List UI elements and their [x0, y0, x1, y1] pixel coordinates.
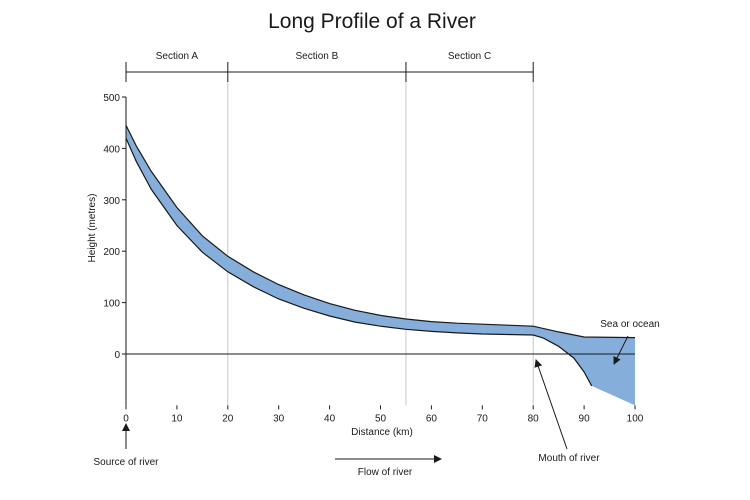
section-label: Section B [295, 51, 338, 62]
sea-arrow [613, 335, 629, 365]
section-label: Section C [448, 51, 491, 62]
x-tick-label: 0 [123, 413, 129, 424]
x-axis-label: Distance (km) [351, 427, 413, 438]
flow-label: Flow of river [358, 467, 413, 478]
x-tick-label: 50 [375, 413, 387, 424]
axes: 0 100 200 300 400 500 0 10 20 30 40 50 60 70 80 90 100 [103, 93, 643, 424]
source-label: Source of river [93, 457, 159, 468]
water-surface-line [125, 125, 636, 339]
x-tick-label: 60 [426, 413, 438, 424]
river-channel [125, 125, 636, 406]
x-tick-label: 30 [273, 413, 285, 424]
river-bed-line [125, 137, 593, 387]
y-axis-label: Height (metres) [87, 194, 98, 263]
x-tick-label: 20 [222, 413, 234, 424]
y-tick-label: 100 [103, 299, 120, 310]
section-label: Section A [156, 51, 199, 62]
y-tick-label: 0 [114, 350, 120, 361]
y-tick-label: 300 [103, 196, 120, 207]
x-tick-label: 90 [579, 413, 591, 424]
x-tick-label: 10 [171, 413, 183, 424]
x-tick-label: 70 [477, 413, 489, 424]
x-tick-label: 100 [627, 413, 644, 424]
sea-label: Sea or ocean [600, 319, 660, 330]
x-tick-label: 40 [324, 413, 336, 424]
mouth-label: Mouth of river [538, 453, 600, 464]
x-tick-label: 80 [528, 413, 540, 424]
y-tick-label: 200 [103, 247, 120, 258]
water-fill [126, 125, 635, 406]
y-tick-label: 400 [103, 144, 120, 155]
mouth-arrow [534, 359, 568, 450]
section-gridlines [227, 82, 534, 406]
section-bar: Section A Section B Section C [125, 51, 534, 82]
chart-title: Long Profile of a River [268, 10, 476, 33]
y-tick-label: 500 [103, 93, 120, 104]
